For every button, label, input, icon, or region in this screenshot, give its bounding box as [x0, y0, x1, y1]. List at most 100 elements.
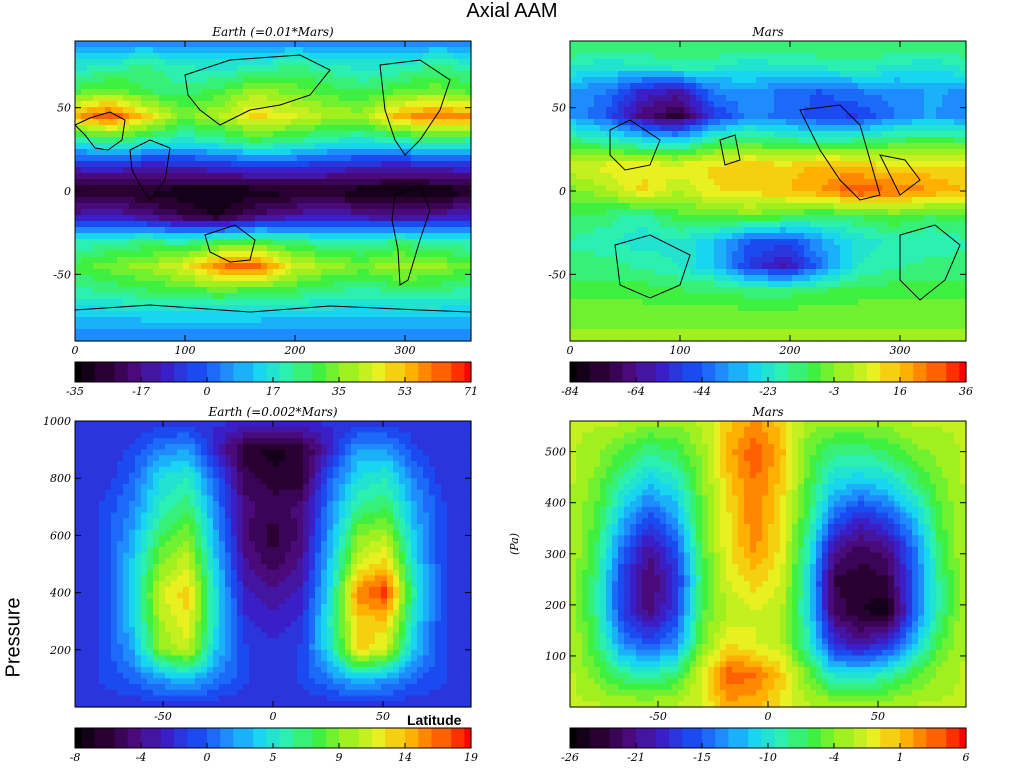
colorbar-cell — [88, 728, 96, 748]
colorbar-cell — [299, 362, 307, 382]
colorbar-cell — [583, 728, 591, 748]
colorbar-cell — [114, 362, 122, 382]
colorbar-cell — [438, 728, 446, 748]
colorbar-cell — [352, 728, 360, 748]
colorbar-cell — [570, 362, 578, 382]
colorbar-cell — [101, 362, 109, 382]
colorbar-tick-label: -8 — [70, 751, 81, 764]
colorbar-cell — [860, 728, 868, 748]
colorbar-cell — [768, 362, 776, 382]
colorbar-cell — [801, 728, 809, 748]
colorbar-cell — [385, 362, 393, 382]
colorbar-cell — [286, 362, 294, 382]
colorbar-cell — [174, 362, 182, 382]
x-tick-label: 300 — [395, 344, 416, 357]
colorbar-cell — [603, 728, 611, 748]
colorbar-cell — [794, 728, 802, 748]
colorbar-cell — [81, 728, 89, 748]
colorbar-cell — [787, 728, 795, 748]
colorbar-cell — [108, 362, 116, 382]
x-tick-label: 300 — [890, 344, 911, 357]
colorbar-tick-label: 9 — [336, 751, 343, 764]
colorbar-cell — [807, 362, 815, 382]
colorbar-cell — [233, 362, 241, 382]
colorbar-cell — [622, 362, 630, 382]
colorbar-cell — [75, 362, 83, 382]
colorbar-cell — [180, 362, 188, 382]
colorbar-tick-label: 36 — [959, 385, 973, 398]
colorbar-cell — [114, 728, 122, 748]
colorbar-tick-label: 6 — [963, 751, 970, 764]
colorbar-cell — [418, 362, 426, 382]
y-tick-label: 0 — [559, 185, 566, 198]
colorbar-cell — [253, 728, 261, 748]
colorbar-cell — [781, 728, 789, 748]
colorbar-cell — [187, 728, 195, 748]
coastline-6 — [74, 304, 472, 313]
colorbar-cell — [867, 362, 875, 382]
colorbar-cell — [134, 728, 142, 748]
colorbar-cell — [444, 728, 452, 748]
colorbar-cell — [867, 728, 875, 748]
colorbar-cell — [207, 362, 215, 382]
colorbar-cell — [695, 728, 703, 748]
colorbar-tick-label: 19 — [464, 751, 478, 764]
colorbar-cell — [431, 362, 439, 382]
colorbar-tick-label: -23 — [759, 385, 777, 398]
colorbar-cell — [814, 728, 822, 748]
colorbar-cell — [886, 728, 894, 748]
colorbar-cell — [226, 362, 234, 382]
colorbar-tick-label: -10 — [759, 751, 777, 764]
colorbar-cell — [952, 362, 960, 382]
y-tick-label: 200 — [49, 644, 71, 657]
colorbar-cell — [741, 728, 749, 748]
x-tick-label: 50 — [376, 710, 390, 723]
colorbar-cell — [886, 362, 894, 382]
colorbar-cell — [860, 362, 868, 382]
y-tick-label: 600 — [50, 529, 71, 542]
y-tick-label: 50 — [57, 102, 71, 115]
colorbar-tick-label: 17 — [266, 385, 280, 398]
colorbar-cell — [840, 728, 848, 748]
colorbar-cell — [464, 728, 472, 748]
colorbar-tick-label: -44 — [693, 385, 711, 398]
colorbar-cell — [154, 728, 162, 748]
colorbar-cell — [240, 362, 248, 382]
y-tick-label: 1000 — [43, 415, 71, 428]
y-tick-label: 500 — [545, 446, 566, 459]
colorbar-cell — [121, 728, 129, 748]
colorbar-cell — [372, 362, 380, 382]
coastline-5 — [899, 224, 961, 301]
colorbar-cell — [167, 728, 175, 748]
colorbar-cell — [299, 728, 307, 748]
colorbar-cell — [378, 362, 386, 382]
colorbar-cell — [774, 362, 782, 382]
coastline-3 — [614, 234, 691, 299]
colorbar-cell — [391, 362, 399, 382]
colorbar-cell — [695, 362, 703, 382]
panel-title: Earth (=0.002*Mars) — [207, 405, 337, 419]
colorbar-cell — [609, 362, 617, 382]
colorbar-cell — [926, 728, 934, 748]
colorbar-cell — [207, 728, 215, 748]
colorbar-cell — [735, 728, 743, 748]
coastline-2 — [799, 104, 881, 201]
colorbar-cell — [919, 362, 927, 382]
colorbar-cell — [246, 728, 254, 748]
colorbar-cell — [187, 362, 195, 382]
colorbar-cell — [781, 362, 789, 382]
colorbar-cell — [636, 728, 644, 748]
x-tick-label: 200 — [284, 344, 306, 357]
colorbar-cell — [279, 362, 287, 382]
y-tick-label: 800 — [50, 472, 71, 485]
coastline-4 — [879, 154, 921, 196]
colorbar-cell — [345, 362, 353, 382]
colorbar-cell — [259, 362, 267, 382]
colorbar-cell — [761, 362, 769, 382]
colorbar-cell — [174, 728, 182, 748]
y-tick-label: 50 — [552, 102, 566, 115]
colorbar-cell — [715, 362, 723, 382]
coastline-0 — [74, 111, 126, 151]
colorbar-cell — [457, 362, 465, 382]
colorbar-cell — [451, 728, 459, 748]
